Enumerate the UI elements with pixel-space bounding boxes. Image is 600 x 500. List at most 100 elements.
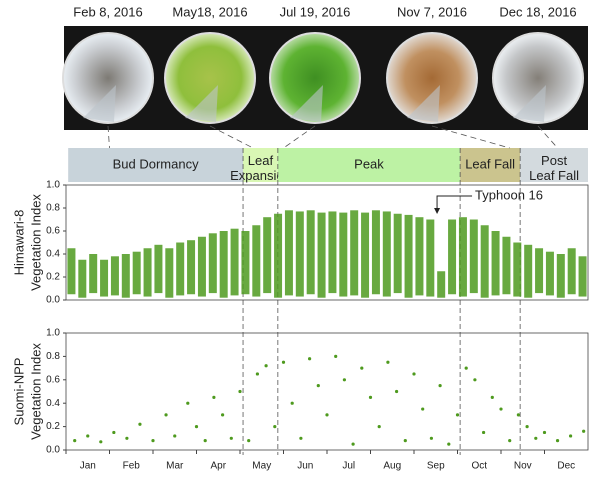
vi-range	[295, 211, 304, 297]
vi-point	[112, 430, 116, 435]
vi-point	[569, 434, 573, 438]
vi-range	[545, 251, 554, 296]
vi-point	[482, 430, 486, 435]
vi-range	[165, 248, 174, 298]
vi-point	[203, 439, 207, 443]
connector	[107, 125, 110, 149]
vi-point	[316, 384, 320, 388]
annotation: Typhoon 16	[475, 187, 543, 202]
vi-range	[339, 212, 348, 297]
y-tick-label: 0.4	[46, 398, 60, 409]
vi-point	[525, 425, 529, 429]
x-tick-label: Nov	[514, 461, 532, 472]
y-tick-label: 0.2	[46, 272, 60, 283]
vi-point	[360, 366, 364, 370]
plot-frame	[65, 332, 589, 451]
phase-segment	[277, 148, 461, 182]
vi-range	[328, 211, 337, 294]
vi-point	[212, 395, 216, 399]
vi-point	[499, 407, 503, 411]
connector	[537, 125, 558, 149]
phase-segment	[460, 148, 521, 182]
y-tick-label: 0.4	[46, 249, 60, 260]
photo	[164, 32, 256, 124]
y-tick-label: 0.2	[46, 421, 60, 432]
vi-range	[110, 256, 119, 296]
photo-date: Feb 8, 2016	[73, 4, 142, 19]
annotation-arrowhead	[434, 208, 441, 214]
vi-range	[187, 240, 196, 295]
vi-range	[230, 228, 239, 296]
vi-range	[67, 248, 76, 295]
vi-point	[438, 384, 442, 388]
y-axis-label: Himawari-8	[11, 210, 26, 276]
photo	[386, 32, 478, 124]
phase-segment	[520, 148, 588, 182]
vi-range	[415, 217, 424, 296]
vi-range	[121, 254, 130, 298]
vi-point	[186, 401, 190, 405]
vi-range	[176, 242, 185, 296]
vi-point	[334, 354, 338, 358]
vi-range	[208, 233, 217, 294]
vi-range	[458, 217, 467, 297]
vi-point	[542, 430, 547, 435]
vi-point	[173, 434, 177, 438]
annotation-arrow	[436, 195, 473, 212]
vi-range	[393, 213, 402, 294]
y-tick-label: 1.0	[46, 180, 60, 191]
vi-range	[263, 217, 272, 294]
vi-point	[273, 425, 277, 429]
plot-frame	[65, 184, 589, 301]
vi-range	[361, 212, 370, 298]
vi-point	[351, 442, 355, 446]
vi-range	[437, 271, 446, 298]
y-axis-label: Vegetation Index	[28, 343, 43, 440]
vi-range	[578, 256, 587, 297]
vi-point	[125, 436, 129, 440]
vi-point	[229, 436, 233, 440]
photo-tower	[185, 85, 218, 122]
connector	[209, 125, 254, 149]
vi-point	[582, 429, 586, 433]
vi-point	[290, 401, 294, 405]
vi-point	[281, 360, 286, 364]
vi-range	[371, 210, 380, 295]
y-tick-label: 0.8	[46, 351, 60, 362]
vi-point	[342, 378, 346, 382]
vi-range	[382, 211, 391, 297]
phase-label: Bud Dormancy	[113, 156, 199, 171]
phase-label: Expansion	[230, 168, 291, 183]
photo	[62, 32, 154, 124]
vi-range	[274, 213, 283, 298]
x-tick-label: Mar	[166, 461, 184, 472]
vi-point	[325, 413, 329, 417]
vi-point	[455, 413, 460, 417]
vi-range	[502, 236, 511, 295]
y-axis-label: Suomi-NPP	[11, 358, 26, 426]
vi-point	[247, 439, 251, 443]
vi-point	[508, 439, 512, 443]
vi-range	[524, 244, 533, 298]
vi-point	[421, 407, 425, 411]
photo-date: May18, 2016	[172, 4, 247, 19]
vi-point	[238, 389, 242, 394]
vi-point	[264, 364, 268, 368]
vi-point	[164, 413, 168, 417]
vi-range	[306, 210, 315, 295]
vi-range	[404, 214, 413, 298]
photo-date: Dec 18, 2016	[499, 4, 576, 19]
phase-segment	[68, 148, 244, 182]
photo	[269, 32, 361, 124]
vi-range	[567, 248, 576, 295]
phase-label: Leaf Fall	[465, 156, 515, 171]
photo-tower	[513, 85, 546, 122]
x-tick-label: Aug	[383, 461, 401, 472]
phase-label: Post	[541, 153, 567, 168]
y-tick-label: 1.0	[46, 328, 60, 339]
vi-range	[252, 225, 261, 297]
phase-segment	[243, 148, 278, 182]
vi-point	[516, 413, 521, 417]
vi-range	[197, 236, 206, 297]
